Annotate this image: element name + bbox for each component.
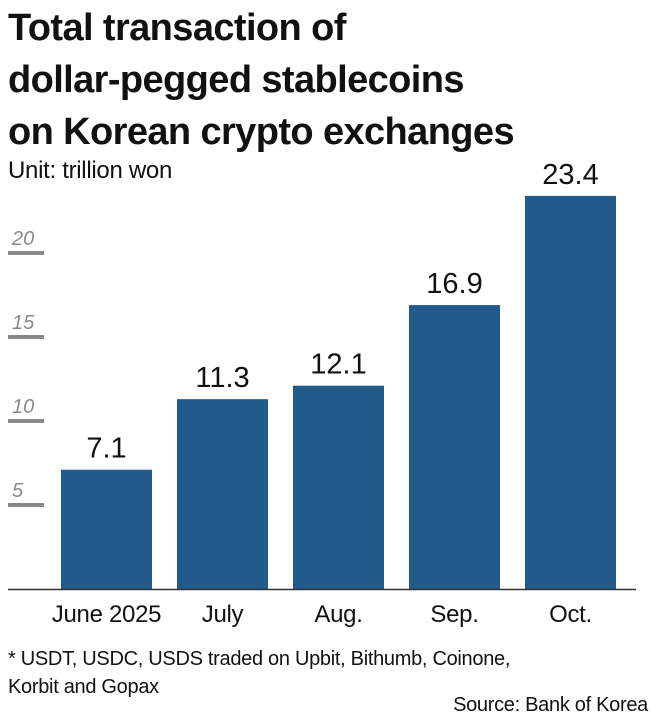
category-label: July xyxy=(202,601,244,628)
data-label: 12.1 xyxy=(310,349,366,381)
y-tick-mark xyxy=(8,251,44,255)
title-line-3: on Korean crypto exchanges xyxy=(8,111,515,153)
bar xyxy=(525,195,616,589)
data-label: 7.1 xyxy=(86,433,126,465)
bar xyxy=(409,305,500,589)
source-note: Source: Bank of Korea xyxy=(453,694,648,716)
data-label: 11.3 xyxy=(195,362,249,394)
bar xyxy=(177,399,268,589)
title-line-1: Total transaction of xyxy=(8,7,346,49)
y-tick-label: 10 xyxy=(12,396,34,418)
data-label: 23.4 xyxy=(542,159,598,191)
category-label: Oct. xyxy=(549,601,592,628)
category-label: Sep. xyxy=(430,601,478,628)
y-tick-mark xyxy=(8,419,44,423)
data-label: 16.9 xyxy=(426,268,482,300)
y-tick-mark xyxy=(8,335,44,339)
footnote: * USDT, USDC, USDS traded on Upbit, Bith… xyxy=(8,645,648,701)
y-tick-label: 5 xyxy=(12,480,24,502)
y-tick-mark xyxy=(8,503,44,507)
title-line-2: dollar-pegged stablecoins xyxy=(8,59,464,101)
unit-label: Unit: trillion won xyxy=(8,157,172,184)
bar xyxy=(293,385,384,589)
y-tick-label: 20 xyxy=(11,228,34,250)
y-tick-label: 15 xyxy=(12,312,35,334)
category-label: June 2025 xyxy=(52,601,161,628)
category-label: Aug. xyxy=(314,601,362,628)
footnote-line-2: Korbit and Gopax xyxy=(8,676,159,698)
chart-title: Total transaction of dollar-pegged stabl… xyxy=(8,2,648,158)
bar xyxy=(61,469,152,589)
footnote-line-1: * USDT, USDC, USDS traded on Upbit, Bith… xyxy=(8,648,511,670)
